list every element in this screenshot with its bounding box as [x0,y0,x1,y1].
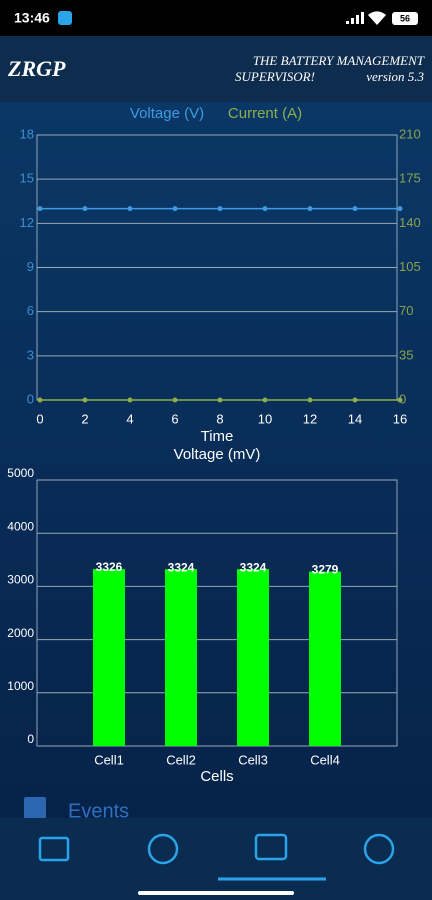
value-label: 3324 [240,560,267,574]
x-axis-label: Time [201,428,234,445]
point [37,206,43,212]
point [172,206,178,212]
y-tick-label: 2000 [7,626,34,640]
y2-tick-label: 0 [399,391,406,406]
x-tick-label: 2 [81,411,88,426]
x-tick-label: Cell1 [94,752,124,767]
x-tick-label: 8 [216,411,223,426]
bar [309,571,341,746]
header [0,36,432,102]
y-tick-label: 18 [20,126,34,141]
point [37,397,43,403]
bar [237,569,269,746]
y-tick-label: 0 [27,732,34,746]
legend-entry: Current (A) [228,105,302,122]
nav-chart[interactable] [254,833,288,861]
battery-level: 56 [400,13,410,23]
x-tick-label: 12 [303,411,317,426]
y-tick-label: 9 [27,259,34,274]
x-tick-label: 10 [258,411,272,426]
events-icon [24,797,46,823]
app-title: THE BATTERY MANAGEMENT SUPERVISOR! [235,53,425,84]
version: version 5.3 [366,69,424,84]
point [262,397,268,403]
y-tick-label: 12 [20,215,34,230]
signal-icon [346,12,364,24]
nav-gauge[interactable] [147,833,179,865]
bar [165,569,197,746]
x-tick-label: Cell4 [310,752,340,767]
home-indicator [138,891,294,895]
x-tick-label: 6 [171,411,178,426]
x-tick-label: 0 [36,411,43,426]
nav-whatsapp[interactable] [363,833,395,865]
point [217,397,223,403]
wifi-icon [368,11,386,25]
bar-chart: Voltage (mV) 0 1000 2000 3000 4000 5000 3326 Cel… [7,446,398,785]
x-tick-label: 14 [348,411,362,426]
y-tick-label: 3 [27,347,34,362]
y-tick-label: 5000 [7,466,34,480]
y2-tick-label: 175 [399,171,421,186]
app-title-line2: SUPERVISOR! [235,69,315,84]
bottom-nav [0,818,432,900]
point [127,206,133,212]
line-chart: 0 3 6 9 12 15 18 0 35 70 105 140 175 210 0 2 4 6 8 10 12 14 16… [20,105,421,445]
point [352,397,358,403]
bar [93,569,125,746]
point [307,397,313,403]
x-tick-label: Cell3 [238,752,268,767]
point [82,397,88,403]
y2-tick-label: 210 [399,126,421,141]
app-title-text: THE BATTERY MANAGEMENT [253,53,425,68]
clock: 13:46 [14,10,50,26]
point [262,206,268,212]
point [397,206,403,212]
y-tick-label: 1000 [7,679,34,693]
value-label: 3326 [96,560,123,574]
point [127,397,133,403]
y-tick-label: 15 [20,171,34,186]
y-tick-label: 4000 [7,519,34,533]
y2-tick-label: 105 [399,259,421,274]
legend-entry: Voltage (V) [130,105,204,122]
logo: ZRGP [7,56,66,81]
point [217,206,223,212]
battery-icon [392,12,418,25]
point [307,206,313,212]
x-axis-label: Cells [200,768,233,785]
x-tick-label: Cell2 [166,752,196,767]
notify-icon [58,11,72,25]
x-tick-label: 4 [126,411,133,426]
y-tick-label: 6 [27,303,34,318]
y-tick-label: 3000 [7,573,34,587]
nav-battery[interactable] [38,836,70,862]
value-label: 3324 [168,560,195,574]
value-label: 3279 [312,563,339,577]
point [352,206,358,212]
y2-tick-label: 35 [399,347,413,362]
point [172,397,178,403]
chart-title: Voltage (mV) [174,446,261,463]
y2-tick-label: 140 [399,215,421,230]
point [82,206,88,212]
x-tick-label: 16 [393,411,407,426]
y2-tick-label: 70 [399,303,413,318]
events-label[interactable]: Events [68,800,129,822]
y-tick-label: 0 [27,391,34,406]
point [397,397,403,403]
